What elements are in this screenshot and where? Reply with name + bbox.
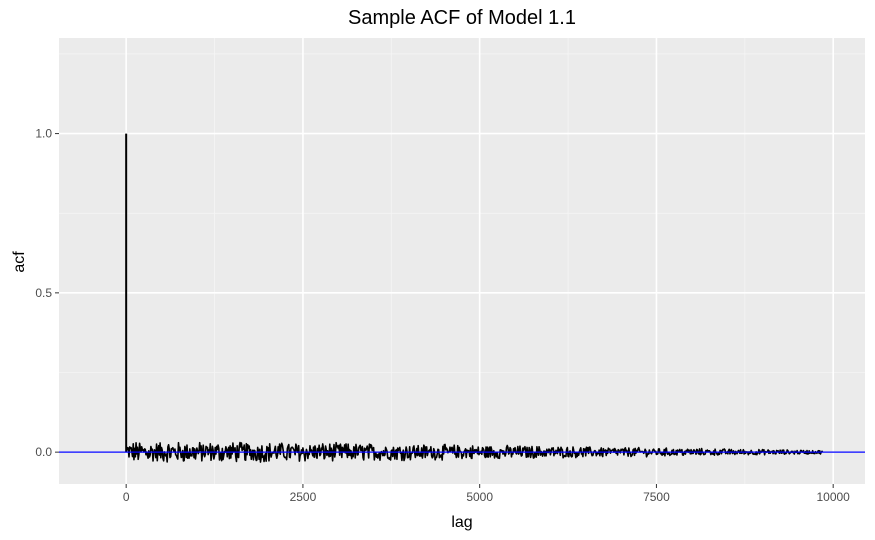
chart-title: Sample ACF of Model 1.1 [348, 7, 576, 29]
y-tick-label: 0.0 [35, 445, 52, 459]
y-axis-title: acf [11, 251, 28, 273]
y-axis-ticks: 0.0 0.5 1.0 [35, 127, 59, 459]
x-tick-label: 2500 [290, 490, 317, 504]
x-tick-label: 5000 [466, 490, 493, 504]
minor-gridlines [59, 38, 865, 484]
plot-panel [59, 38, 865, 484]
x-axis-title: lag [451, 514, 472, 531]
x-tick-label: 10000 [816, 490, 850, 504]
x-tick-label: 7500 [643, 490, 670, 504]
x-tick-label: 0 [123, 490, 130, 504]
x-axis-ticks: 0 2500 5000 7500 10000 [123, 484, 850, 504]
y-tick-label: 1.0 [35, 127, 52, 141]
y-tick-label: 0.5 [35, 286, 52, 300]
